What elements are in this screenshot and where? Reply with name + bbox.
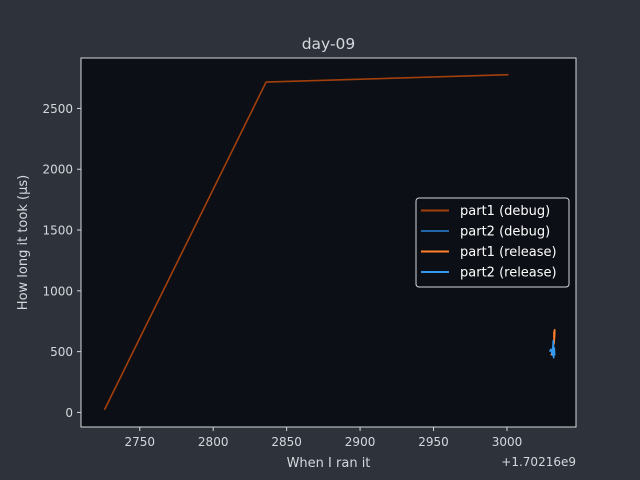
chart-title: day-09 [302, 35, 356, 53]
legend-box [415, 197, 570, 288]
plot-frame [80, 57, 577, 428]
x-axis-label: When I ran it [287, 456, 371, 471]
series-lines [103, 73, 556, 411]
x-axis-offset: +1.70216e9 [501, 455, 576, 469]
x-tick-label: 2800 [198, 435, 229, 449]
x-tick-label: 2750 [124, 435, 155, 449]
legend: part1 (debug) part2 (debug) part1 (release… [415, 197, 570, 288]
y-tick-label: 2000 [42, 163, 73, 177]
y-tick-label: 1000 [42, 284, 73, 298]
x-tick-label: 3000 [492, 435, 523, 449]
y-axis: 0 500 1000 1500 2000 2500 [42, 102, 81, 420]
y-tick-label: 1500 [42, 224, 73, 238]
x-tick-label: 2850 [271, 435, 302, 449]
x-tick-label: 2950 [418, 435, 449, 449]
series-line-4 [548, 339, 556, 359]
x-tick-label: 2900 [345, 435, 376, 449]
x-axis: 2750 2800 2850 2900 2950 3000 [124, 427, 522, 449]
legend-label: part2 (release) [460, 266, 557, 281]
series-line-1 [103, 73, 509, 411]
y-tick-label: 2500 [42, 102, 73, 116]
legend-label: part1 (release) [460, 245, 557, 260]
y-axis-label: How long it took (µs) [16, 175, 31, 310]
y-tick-label: 500 [50, 345, 73, 359]
y-tick-label: 0 [65, 406, 73, 420]
legend-label: part1 (debug) [460, 204, 550, 219]
legend-label: part2 (debug) [460, 225, 550, 240]
